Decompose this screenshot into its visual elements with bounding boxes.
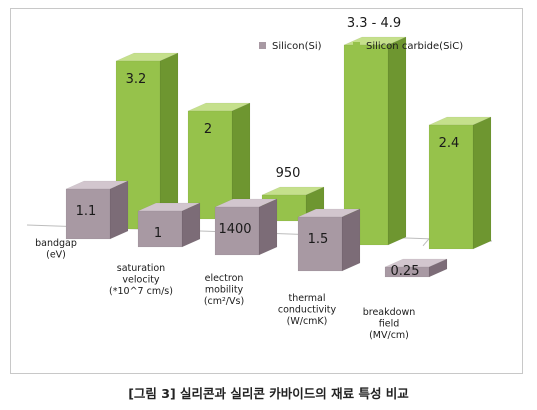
category-label-line: electron (205, 273, 244, 284)
legend-swatch (353, 42, 360, 49)
bar-sic-3-side (387, 36, 407, 246)
category-label: bandgap (eV) (35, 238, 77, 261)
category-label-line: (cm²/Vs) (204, 296, 244, 307)
data-label-si: 1.5 (308, 232, 329, 247)
bar-sic-0-side (159, 52, 179, 230)
category-label: breakdown field (MV/cm) (363, 307, 416, 341)
bar-si-1-front (137, 210, 183, 248)
bar-si-2 (214, 198, 278, 256)
category-label-line: mobility (205, 285, 244, 296)
bar-sic-0 (115, 52, 179, 230)
figure-caption: [그림 3] 실리콘과 실리콘 카바이드의 재료 특성 비교 (128, 386, 409, 401)
bar-si-4 (384, 258, 448, 278)
category-label-line: (MV/cm) (369, 330, 409, 341)
category-label-line: field (379, 319, 400, 330)
category-label-line: breakdown (363, 307, 416, 318)
x-axis-tick (422, 238, 430, 247)
chart-frame: 3.2 2 950 3.3 - 4.9 2.4 1.1 1 1400 1.5 0.25 bandga… (10, 8, 523, 374)
bar-si-0 (65, 180, 129, 240)
data-label-si: 1400 (218, 222, 251, 237)
legend: Silicon(Si) Silicon carbide(SiC) (259, 41, 463, 52)
data-label-si: 0.25 (391, 264, 420, 279)
chart-area: 3.2 2 950 3.3 - 4.9 2.4 1.1 1 1400 1.5 0.25 bandga… (26, 16, 493, 341)
bar-si-1 (137, 202, 201, 248)
bar-layer (65, 36, 492, 278)
bar-sic-4-side (472, 116, 492, 250)
bar-sic-4 (428, 116, 492, 250)
legend-swatch (259, 42, 266, 49)
bar-si-2-front (214, 206, 260, 256)
bar-sic-4-front (428, 124, 474, 250)
category-label: saturation velocity (*10^7 cm/s) (109, 263, 173, 297)
bar-si-3 (297, 208, 361, 272)
bar-si-4-front (384, 266, 430, 278)
category-label-line: (eV) (46, 250, 66, 261)
bar-si-0-side (109, 180, 129, 240)
data-label-sic: 950 (276, 166, 301, 181)
bar-si-3-side (341, 208, 361, 272)
data-label-sic: 2 (204, 122, 212, 137)
category-label-line: (W/cmK) (287, 316, 328, 327)
bar-si-3-front (297, 216, 343, 272)
category-label-line: thermal (288, 293, 325, 304)
bar-si-0-front (65, 188, 111, 240)
category-label-line: saturation (117, 263, 165, 274)
legend-label: Silicon(Si) (272, 41, 322, 52)
category-label-line: velocity (122, 275, 160, 286)
bar-sic-1 (187, 102, 251, 220)
category-label: electron mobility (cm²/Vs) (204, 273, 244, 307)
category-label-line: (*10^7 cm/s) (109, 286, 173, 297)
bar-si-2-side (258, 198, 278, 256)
category-label: thermal conductivity (W/cmK) (278, 293, 337, 327)
data-label-sic: 3.2 (126, 72, 147, 87)
category-label-line: bandgap (35, 238, 77, 249)
data-label-sic: 3.3 - 4.9 (347, 16, 401, 31)
data-label-si: 1.1 (76, 204, 97, 219)
bar-si-1-side (181, 202, 201, 248)
legend-label: Silicon carbide(SiC) (366, 41, 463, 52)
bar-sic-1-front (187, 110, 233, 220)
data-label-sic: 2.4 (439, 136, 460, 151)
label-layer: 3.2 2 950 3.3 - 4.9 2.4 1.1 1 1400 1.5 0.25 bandga… (35, 16, 459, 341)
data-label-si: 1 (154, 226, 162, 241)
category-label-line: conductivity (278, 305, 337, 316)
